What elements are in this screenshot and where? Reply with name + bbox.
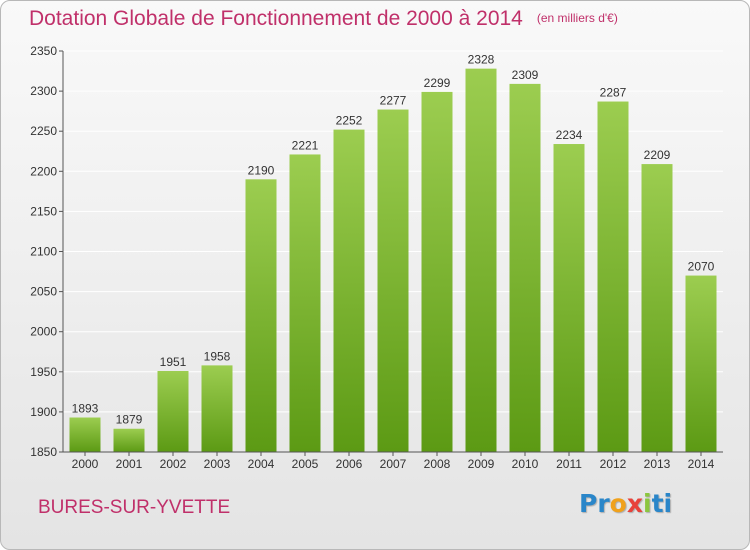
logo-letter: i: [643, 489, 652, 518]
x-tick-label-2010: 2010: [512, 457, 539, 471]
logo-letter: x: [626, 489, 643, 518]
bar-2009: [465, 68, 497, 453]
logo-letter: r: [597, 489, 610, 518]
x-tick-label-2001: 2001: [116, 457, 143, 471]
x-tick-label-2006: 2006: [336, 457, 363, 471]
y-tick-label: 2100: [30, 245, 57, 259]
bar-2006: [333, 129, 365, 452]
data-label-2008: 2299: [424, 76, 451, 90]
chart-unit-label: (en milliers d'€): [536, 11, 618, 25]
x-tick-label-2014: 2014: [688, 457, 715, 471]
x-tick-label-2011: 2011: [556, 457, 582, 471]
y-tick-label: 2350: [30, 44, 57, 58]
x-tick-label-2004: 2004: [248, 457, 275, 471]
x-tick-label-2003: 2003: [204, 457, 231, 471]
place-name: BURES-SUR-YVETTE: [38, 497, 231, 518]
y-tick-label: 2150: [30, 204, 57, 218]
data-label-2006: 2252: [336, 114, 363, 128]
bar-2000: [69, 417, 101, 452]
bar-2010: [509, 83, 541, 452]
data-labels: 1893 1879 1951 1958 2190 2221 2252 2277 2299 2328…: [72, 53, 715, 427]
data-label-2000: 1893: [72, 402, 99, 416]
data-label-2004: 2190: [248, 163, 275, 177]
data-label-2009: 2328: [468, 53, 495, 67]
x-tick-label-2008: 2008: [424, 457, 451, 471]
y-axis-ticks: 1850 1900 1950 2000 2050 2100 2150 2200 2250 2300…: [30, 44, 63, 459]
x-tick-label-2000: 2000: [72, 457, 99, 471]
y-tick-label: 2300: [30, 84, 57, 98]
bars: [69, 68, 717, 453]
axes: [62, 51, 723, 453]
bar-2002: [157, 370, 189, 452]
x-tick-label-2002: 2002: [160, 457, 187, 471]
chart-title: Dotation Globale de Fonctionnement de 20…: [29, 7, 618, 31]
x-tick-label-2009: 2009: [468, 457, 495, 471]
y-tick-label: 2200: [30, 164, 57, 178]
logo-letter: o: [609, 489, 627, 518]
data-label-2012: 2287: [600, 86, 627, 100]
bar-2011: [553, 144, 585, 453]
logo-letter: P: [579, 489, 598, 518]
y-tick-label: 2000: [30, 325, 57, 339]
data-label-2002: 1951: [160, 355, 187, 369]
data-label-2011: 2234: [556, 128, 583, 142]
bar-2003: [201, 365, 233, 452]
bar-2004: [245, 179, 277, 452]
y-tick-label: 2050: [30, 285, 57, 299]
x-axis-ticks: 2000 2001 2002 2003 2004 2005 2006 2007 2008 2009…: [72, 452, 715, 471]
y-tick-label: 1850: [30, 445, 57, 459]
x-tick-label-2005: 2005: [292, 457, 319, 471]
y-tick-label: 1950: [30, 365, 57, 379]
chart-title-text: Dotation Globale de Fonctionnement de 20…: [29, 7, 523, 30]
bar-2014: [685, 275, 717, 452]
data-label-2007: 2277: [380, 94, 407, 108]
bar-2001: [113, 428, 145, 452]
bar-2007: [377, 109, 409, 453]
y-tick-label: 1900: [30, 405, 57, 419]
proxiti-logo: Proxiti: [579, 489, 672, 518]
x-tick-label-2013: 2013: [644, 457, 671, 471]
bar-2012: [597, 101, 629, 452]
x-tick-label-2012: 2012: [600, 457, 627, 471]
data-label-2005: 2221: [292, 138, 319, 152]
data-label-2014: 2070: [688, 260, 715, 274]
data-label-2001: 1879: [116, 413, 143, 427]
logo-letter: ti: [651, 489, 673, 518]
bar-2005: [289, 154, 321, 452]
data-label-2003: 1958: [204, 349, 231, 363]
x-tick-label-2007: 2007: [380, 457, 407, 471]
data-label-2013: 2209: [644, 148, 671, 162]
bar-2013: [641, 164, 673, 452]
data-label-2010: 2309: [512, 68, 539, 82]
bar-2008: [421, 91, 453, 452]
y-tick-label: 2250: [30, 124, 57, 138]
